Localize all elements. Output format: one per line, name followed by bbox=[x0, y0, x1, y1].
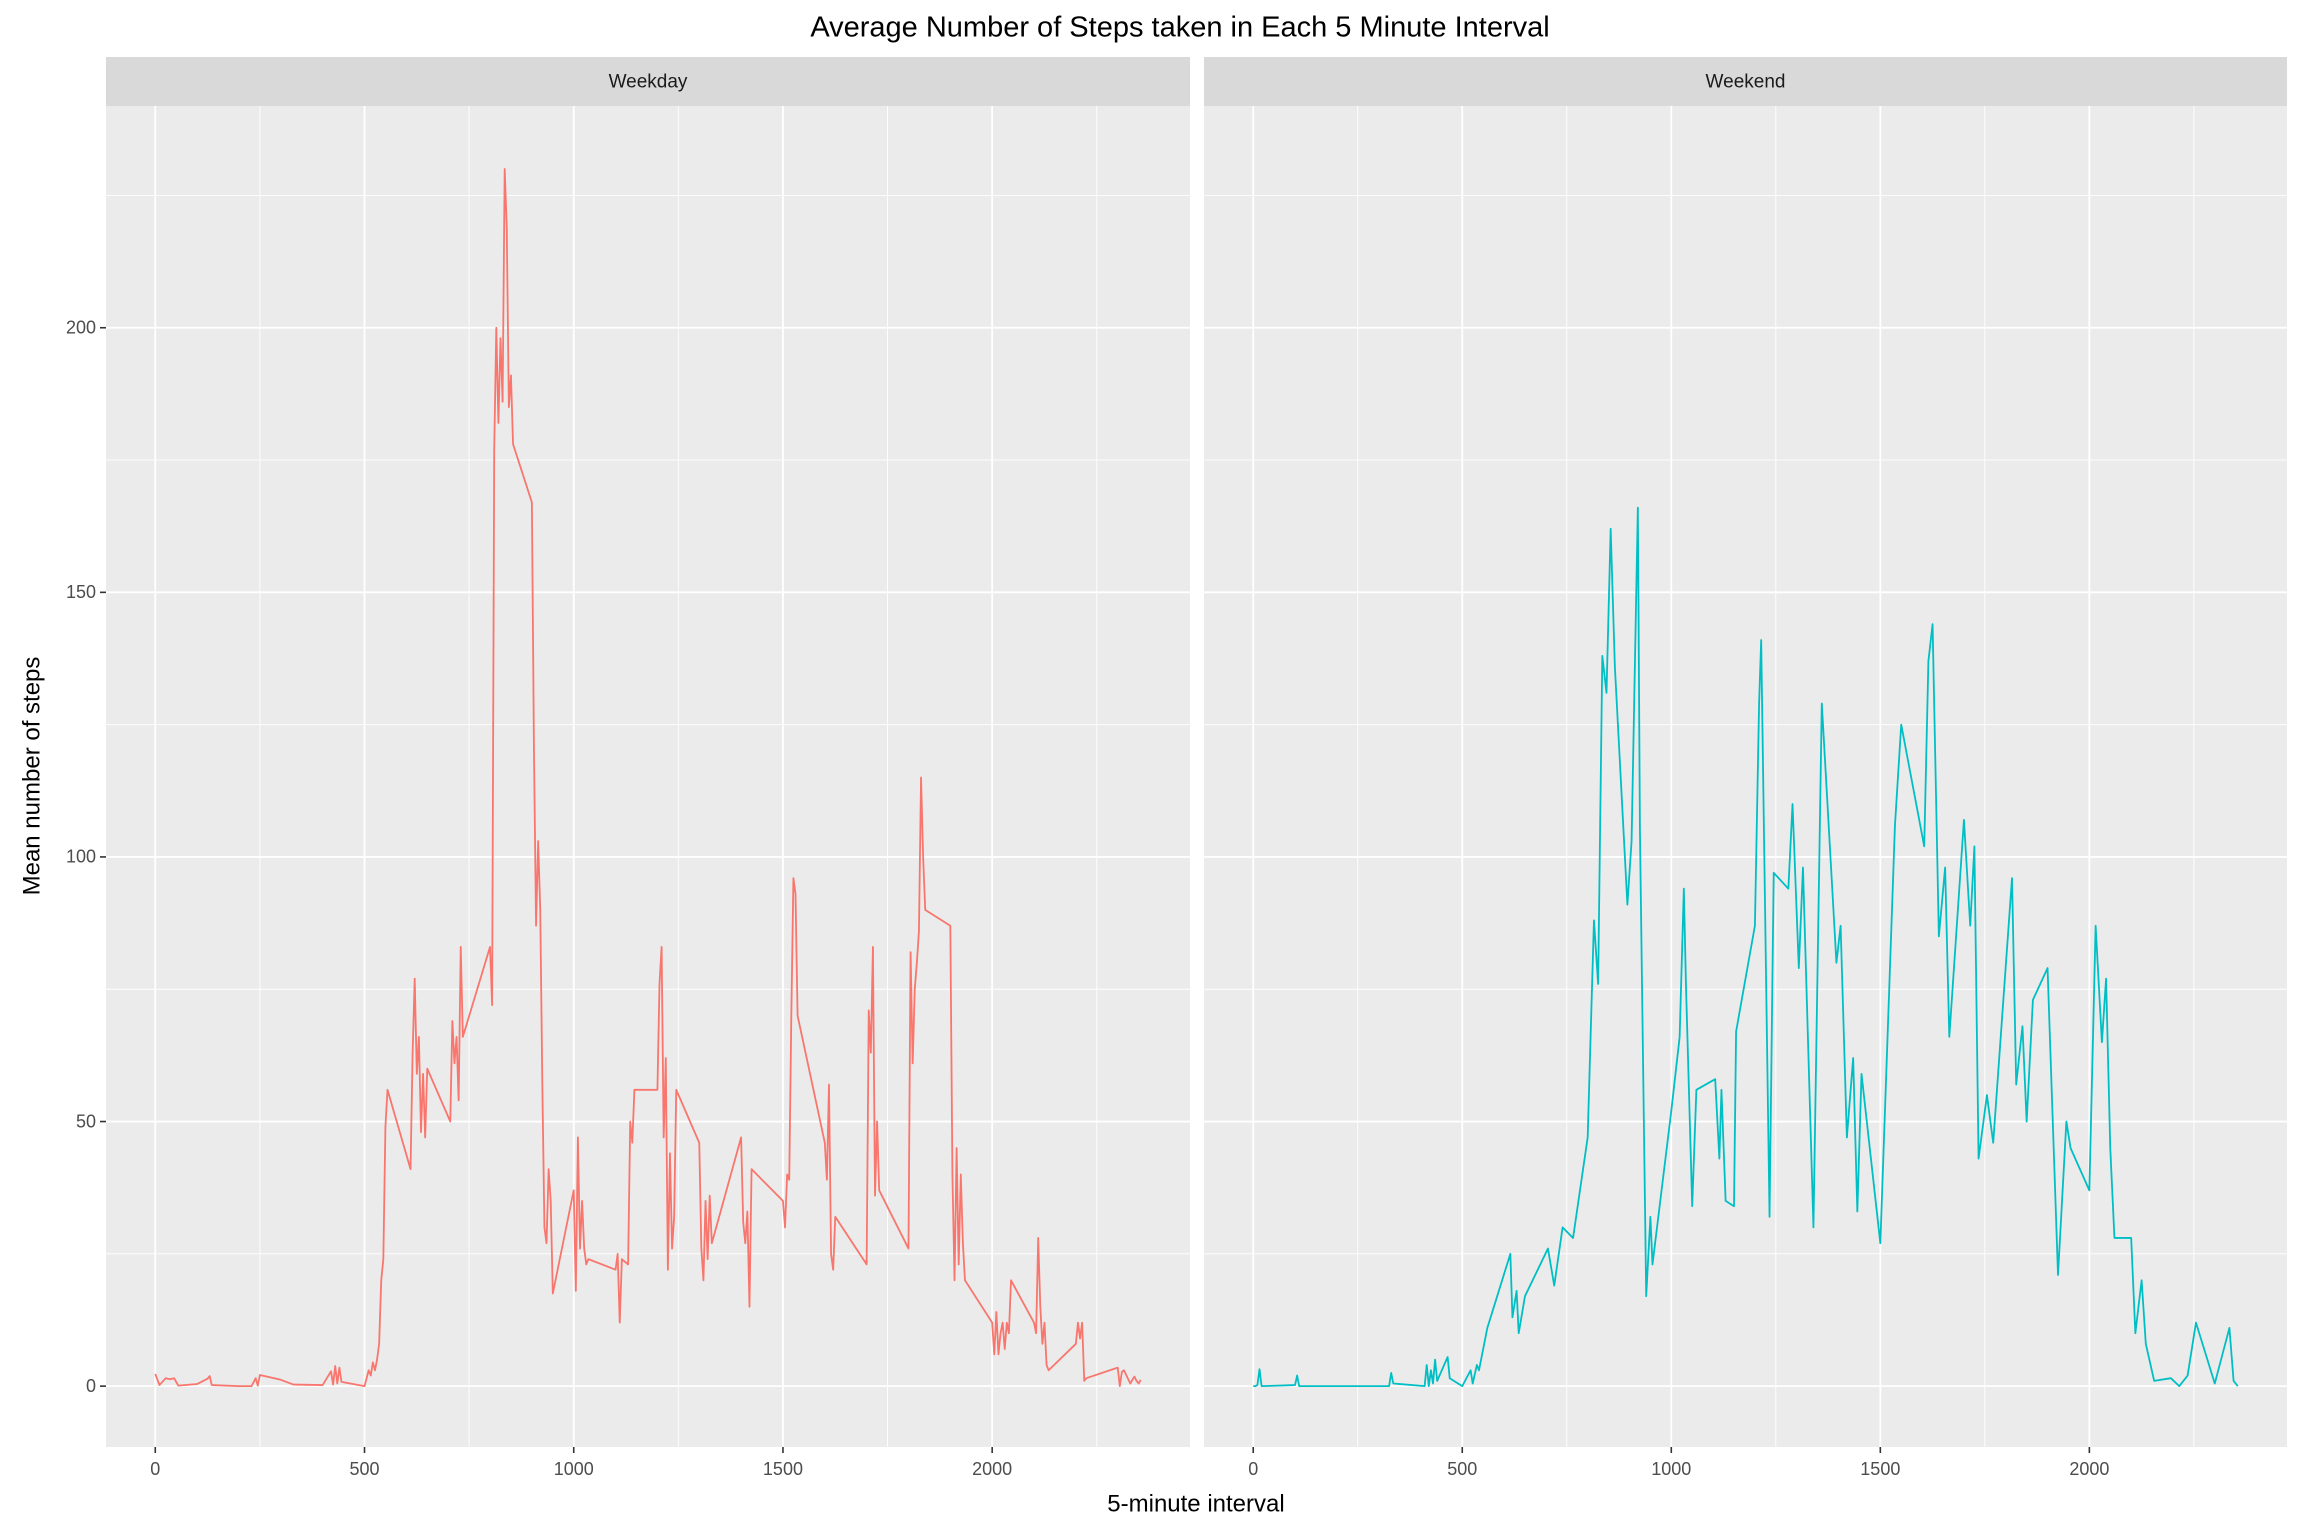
strip-background bbox=[106, 57, 1190, 106]
x-tick-label: 0 bbox=[150, 1459, 160, 1479]
strip-background bbox=[1204, 57, 2287, 106]
x-tick-label: 1000 bbox=[554, 1459, 594, 1479]
data-line bbox=[154, 168, 1142, 1388]
chart-title: Average Number of Steps taken in Each 5 … bbox=[810, 12, 1549, 44]
x-tick-label: 500 bbox=[1447, 1459, 1477, 1479]
x-tick-label: 2000 bbox=[972, 1459, 1012, 1479]
y-tick-label: 150 bbox=[66, 582, 96, 602]
x-tick-label: 2000 bbox=[2069, 1459, 2109, 1479]
panel-background bbox=[1204, 106, 2287, 1447]
x-tick-label: 1500 bbox=[1860, 1459, 1900, 1479]
y-tick-label: 0 bbox=[86, 1376, 96, 1396]
y-tick-label: 50 bbox=[76, 1111, 96, 1131]
x-tick-label: 1500 bbox=[763, 1459, 803, 1479]
panel-background bbox=[106, 106, 1190, 1447]
x-tick-label: 0 bbox=[1248, 1459, 1258, 1479]
strip-label: Weekday bbox=[609, 72, 688, 93]
x-tick-label: 1000 bbox=[1651, 1459, 1691, 1479]
x-axis-title: 5-minute interval bbox=[1107, 1490, 1284, 1517]
y-tick-label: 100 bbox=[66, 847, 96, 867]
x-tick-label: 500 bbox=[349, 1459, 379, 1479]
data-line bbox=[1253, 506, 2239, 1388]
y-axis-title: Mean number of steps bbox=[18, 657, 45, 896]
y-tick-label: 200 bbox=[66, 317, 96, 337]
strip-label: Weekend bbox=[1706, 72, 1786, 93]
